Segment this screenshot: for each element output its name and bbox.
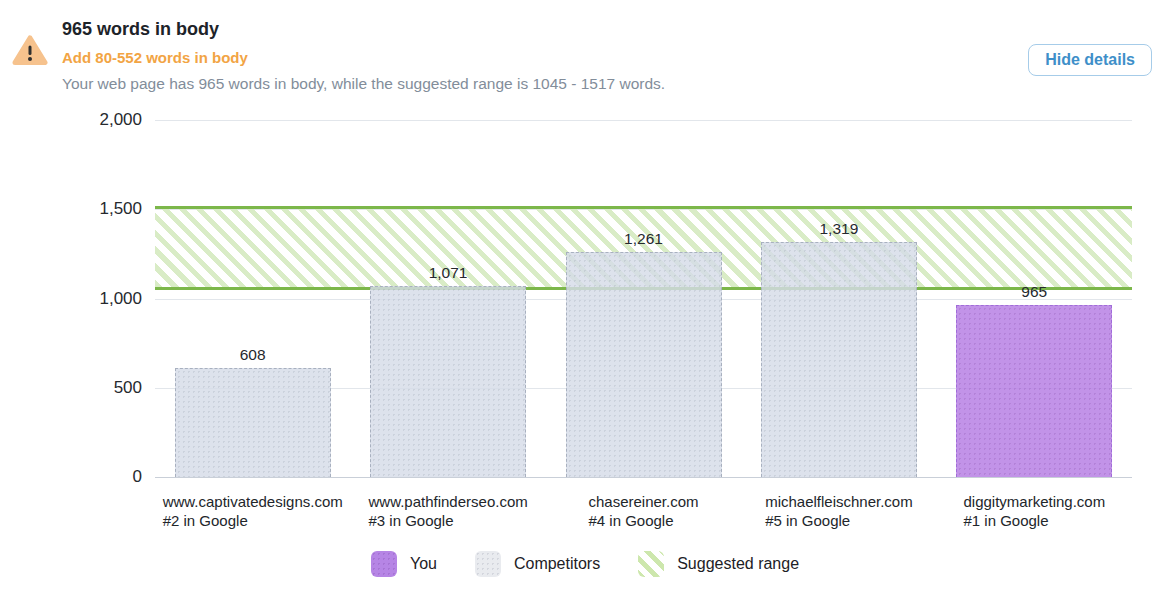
x-axis-label: www.pathfinderseo.com#3 in Google	[368, 492, 527, 530]
gridline	[155, 120, 1132, 121]
x-axis-slot: www.pathfinderseo.com#3 in Google	[350, 492, 545, 530]
rank-label: #1 in Google	[963, 511, 1105, 530]
words-in-body-chart: 05001,0001,5002,0006081,0711,2611,319965…	[0, 120, 1132, 530]
site-label: www.captivatedesigns.com	[163, 492, 343, 511]
rank-label: #5 in Google	[765, 511, 913, 530]
rank-label: #4 in Google	[588, 511, 698, 530]
bar-value-label: 965	[1021, 283, 1047, 301]
bar-competitor[interactable]	[175, 368, 331, 477]
legend-label: You	[410, 555, 437, 573]
legend-swatch-range-icon	[638, 551, 664, 577]
x-axis-slot: diggitymarketing.com#1 in Google	[937, 492, 1132, 530]
y-axis-tick-label: 500	[114, 378, 142, 398]
legend-label: Suggested range	[677, 555, 799, 573]
legend-item-you: You	[371, 551, 437, 577]
description-text: Your web page has 965 words in body, whi…	[62, 75, 665, 93]
recommendation-text: Add 80-552 words in body	[62, 49, 248, 66]
site-label: michaelfleischner.com	[765, 492, 913, 511]
x-axis-label: diggitymarketing.com#1 in Google	[963, 492, 1105, 530]
bar-value-label: 1,319	[819, 220, 858, 238]
bar-you[interactable]	[956, 305, 1112, 477]
bar-value-label: 1,071	[429, 264, 468, 282]
bar-competitor[interactable]	[761, 242, 917, 477]
rank-label: #3 in Google	[368, 511, 527, 530]
site-label: diggitymarketing.com	[963, 492, 1105, 511]
legend-item-range: Suggested range	[638, 551, 799, 577]
rank-label: #2 in Google	[163, 511, 343, 530]
x-axis-labels: www.captivatedesigns.com#2 in Googlewww.…	[155, 492, 1132, 530]
bar-value-label: 608	[240, 346, 266, 364]
plot-area: 05001,0001,5002,0006081,0711,2611,319965	[155, 120, 1132, 477]
site-label: www.pathfinderseo.com	[368, 492, 527, 511]
legend-item-competitors: Competitors	[475, 551, 600, 577]
site-label: chasereiner.com	[588, 492, 698, 511]
hide-details-button[interactable]: Hide details	[1028, 44, 1152, 76]
x-axis-label: chasereiner.com#4 in Google	[588, 492, 698, 530]
warning-triangle-icon	[12, 33, 48, 71]
y-axis-tick-label: 2,000	[99, 110, 142, 130]
x-axis-line	[155, 477, 1132, 478]
x-axis-slot: chasereiner.com#4 in Google	[546, 492, 741, 530]
y-axis-tick-label: 1,500	[99, 199, 142, 219]
page-title: 965 words in body	[62, 19, 219, 40]
bar-competitor[interactable]	[370, 286, 526, 477]
bar-value-label: 1,261	[624, 230, 663, 248]
legend-label: Competitors	[514, 555, 600, 573]
x-axis-label: www.captivatedesigns.com#2 in Google	[163, 492, 343, 530]
chart-legend: You Competitors Suggested range	[0, 551, 1170, 577]
legend-swatch-you-icon	[371, 551, 397, 577]
x-axis-slot: michaelfleischner.com#5 in Google	[741, 492, 936, 530]
legend-swatch-competitors-icon	[475, 551, 501, 577]
bar-competitor[interactable]	[566, 252, 722, 477]
x-axis-slot: www.captivatedesigns.com#2 in Google	[155, 492, 350, 530]
y-axis-tick-label: 1,000	[99, 289, 142, 309]
y-axis-tick-label: 0	[133, 467, 142, 487]
x-axis-label: michaelfleischner.com#5 in Google	[765, 492, 913, 530]
